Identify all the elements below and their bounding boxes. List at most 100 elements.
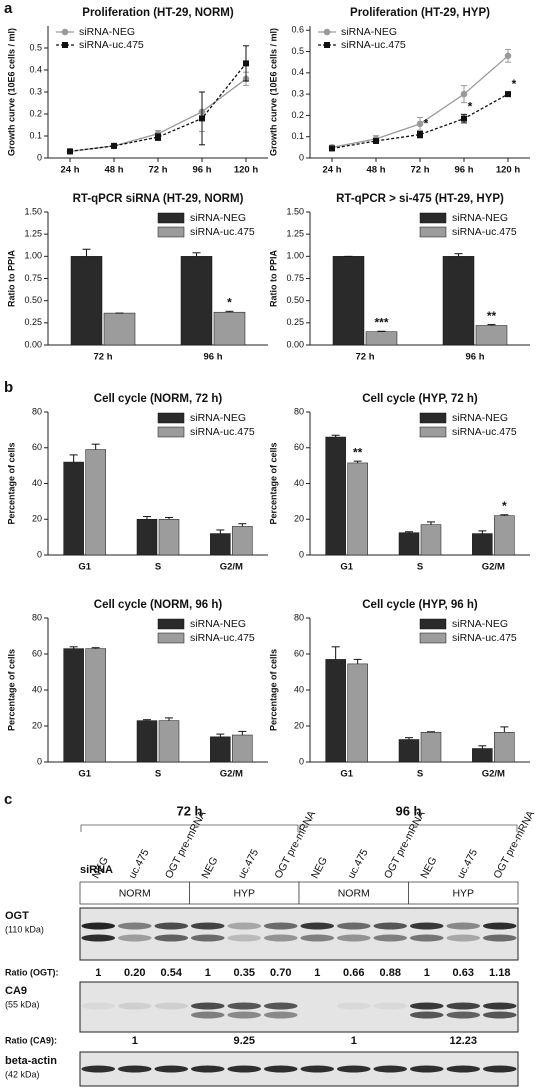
error-bar — [331, 434, 340, 438]
bar — [63, 648, 84, 763]
y-axis-label: Percentage of cells — [6, 649, 16, 731]
chart-title: Cell cycle (NORM, 96 h) — [94, 599, 223, 611]
y-tick-label: 0.00 — [24, 339, 42, 349]
band — [446, 1011, 481, 1019]
marker — [67, 148, 73, 155]
y-tick-label: 80 — [294, 612, 304, 622]
x-tick-label: 24 h — [322, 165, 341, 176]
band — [482, 1002, 517, 1010]
legend-swatch — [157, 212, 185, 224]
legend-label: siRNA-NEG — [452, 412, 508, 424]
ratio-value: 9.25 — [234, 1035, 255, 1047]
band — [117, 1065, 152, 1073]
legend-label: siRNA-NEG — [79, 26, 135, 38]
ratio-value: 1 — [205, 967, 211, 979]
lane-label: NEG — [309, 855, 330, 881]
x-tick-label: 24 h — [60, 165, 79, 176]
band — [300, 922, 335, 930]
y-tick-label: 0.1 — [291, 131, 304, 141]
ratio-value: 0.63 — [453, 967, 474, 979]
band — [190, 1002, 225, 1010]
band — [409, 1002, 444, 1010]
legend-marker — [61, 28, 69, 36]
bar — [213, 311, 246, 346]
y-axis-label: Growth curve (10E6 cells / ml) — [6, 28, 16, 156]
ratio-value: 1 — [132, 1035, 138, 1047]
band — [336, 1002, 371, 1010]
x-tick-label: 72 h — [355, 352, 374, 363]
band — [409, 1065, 444, 1073]
legend-label: siRNA-uc.475 — [79, 39, 144, 51]
error-bar — [500, 726, 509, 733]
error-bar — [69, 454, 78, 463]
band — [117, 934, 152, 942]
bar — [103, 312, 136, 346]
marker — [199, 115, 205, 122]
band — [154, 1065, 189, 1073]
bar — [347, 462, 368, 556]
bar — [365, 331, 398, 346]
blot — [79, 981, 519, 1033]
ratio-value: 12.23 — [449, 1035, 477, 1047]
bar — [136, 720, 158, 763]
marker — [416, 120, 424, 128]
y-tick-label: 1.25 — [286, 229, 304, 239]
band — [336, 934, 371, 942]
time-label: 72 h — [176, 803, 202, 818]
legend-swatch — [419, 226, 447, 238]
y-tick-label: 0 — [37, 152, 42, 162]
legend-swatch — [157, 632, 185, 644]
marker — [373, 137, 379, 144]
legend-label: siRNA-uc.475 — [190, 226, 255, 238]
x-tick-label: S — [417, 769, 423, 780]
error-bar — [478, 745, 487, 749]
band — [482, 934, 517, 942]
y-tick-label: 80 — [294, 406, 304, 416]
band — [373, 934, 408, 942]
band — [482, 1065, 517, 1073]
error-bar — [165, 717, 173, 721]
condition-label: HYP — [233, 887, 255, 899]
marker — [111, 142, 117, 149]
bar — [210, 533, 231, 556]
error-bar — [143, 516, 151, 520]
legend-label: siRNA-uc.475 — [452, 226, 517, 238]
y-tick-label: 20 — [294, 720, 304, 730]
band — [263, 1011, 298, 1019]
marker — [460, 90, 468, 98]
significance: * — [227, 295, 232, 309]
band — [300, 1065, 335, 1073]
bar — [158, 720, 180, 763]
y-tick-label: 40 — [294, 684, 304, 694]
y-tick-label: 0 — [37, 549, 42, 559]
ratio-value: 1 — [314, 967, 320, 979]
legend-label: siRNA-NEG — [190, 212, 246, 224]
legend-swatch — [419, 426, 447, 438]
bar — [332, 256, 365, 346]
error-bar — [427, 521, 435, 525]
x-tick-label: G2/M — [220, 562, 243, 573]
marker — [504, 52, 512, 60]
condition-label: NORM — [338, 887, 370, 899]
bar — [180, 256, 213, 346]
legend-swatch — [157, 226, 185, 238]
lane-label: NEG — [199, 855, 220, 881]
y-axis-label: Ratio to PPIA — [268, 250, 278, 308]
band — [81, 934, 116, 942]
error-bar — [454, 253, 463, 257]
legend-label: siRNA-uc.475 — [190, 426, 255, 438]
band — [154, 1002, 189, 1010]
bar — [494, 515, 515, 556]
error-bar — [82, 248, 91, 257]
y-tick-label: 40 — [32, 478, 42, 488]
ratio-value: 0.35 — [234, 967, 255, 979]
ratio-value: 0.70 — [270, 967, 291, 979]
ratio-label: Ratio (OGT): — [5, 967, 59, 977]
error-bar — [238, 730, 247, 735]
lane-label: NEG — [418, 855, 439, 881]
y-tick-label: 1.25 — [24, 229, 42, 239]
y-tick-label: 0.6 — [291, 25, 304, 35]
error-bar — [91, 443, 100, 450]
band — [190, 1065, 225, 1073]
